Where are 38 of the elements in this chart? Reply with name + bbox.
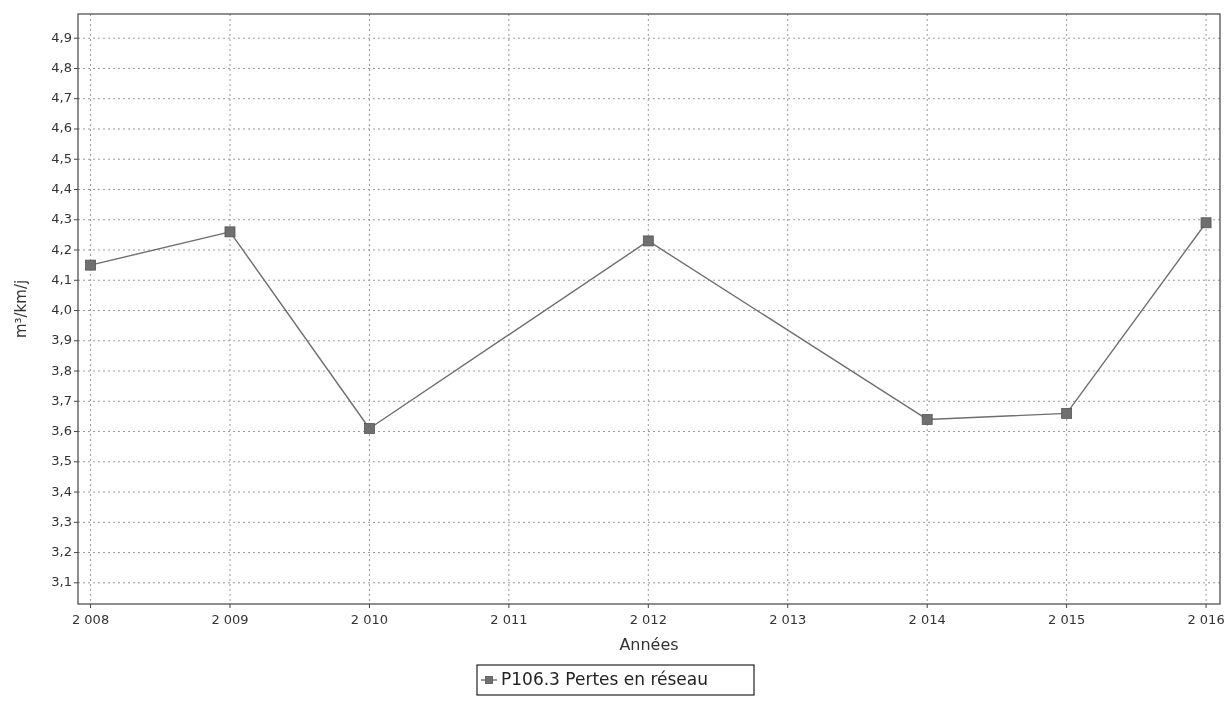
x-tick-label: 2 014 [908, 612, 946, 627]
x-tick-label: 2 011 [490, 612, 528, 627]
y-tick-label: 3,1 [51, 574, 72, 590]
y-tick-label: 4,1 [51, 271, 72, 287]
y-tick-label: 4,8 [51, 59, 72, 75]
y-tick-label: 4,3 [51, 211, 72, 227]
legend-label: P106.3 Pertes en réseau [501, 669, 709, 689]
x-tick-label: 2 016 [1187, 612, 1225, 627]
y-tick-label: 3,5 [51, 453, 72, 469]
y-tick-label: 3,2 [51, 544, 72, 560]
x-tick-label: 2 015 [1048, 612, 1086, 627]
y-tick-label: 3,8 [51, 362, 72, 378]
y-tick-label: 3,4 [51, 483, 72, 499]
y-axis-title: m³/km/j [12, 279, 30, 339]
y-tick-label: 3,3 [51, 513, 72, 529]
y-tick-label: 4,6 [51, 120, 72, 136]
point [364, 423, 375, 434]
y-tick-label: 4,2 [51, 241, 72, 257]
point [1061, 407, 1073, 419]
point [224, 226, 236, 238]
x-tick-label: 2 010 [350, 612, 389, 627]
point [1200, 217, 1212, 229]
point [85, 259, 96, 271]
y-tick-label: 4,7 [51, 90, 72, 106]
x-tick-label: 2 009 [211, 612, 249, 627]
y-tick-label: 3,6 [51, 423, 72, 439]
y-tick-label: 4,4 [51, 180, 72, 196]
point [642, 235, 654, 247]
point [921, 414, 933, 425]
y-tick-label: 4,0 [51, 302, 72, 318]
x-axis-title: Années [619, 635, 679, 654]
y-tick-label: 4,5 [51, 150, 72, 166]
y-tick-label: 4,9 [51, 29, 72, 45]
y-tick-label: 3,9 [51, 332, 72, 348]
x-tick-label: 2 013 [769, 612, 807, 627]
x-tick-label: 2 012 [629, 612, 667, 627]
x-tick-label: 2 008 [71, 612, 110, 627]
y-tick-label: 3,7 [51, 392, 72, 408]
